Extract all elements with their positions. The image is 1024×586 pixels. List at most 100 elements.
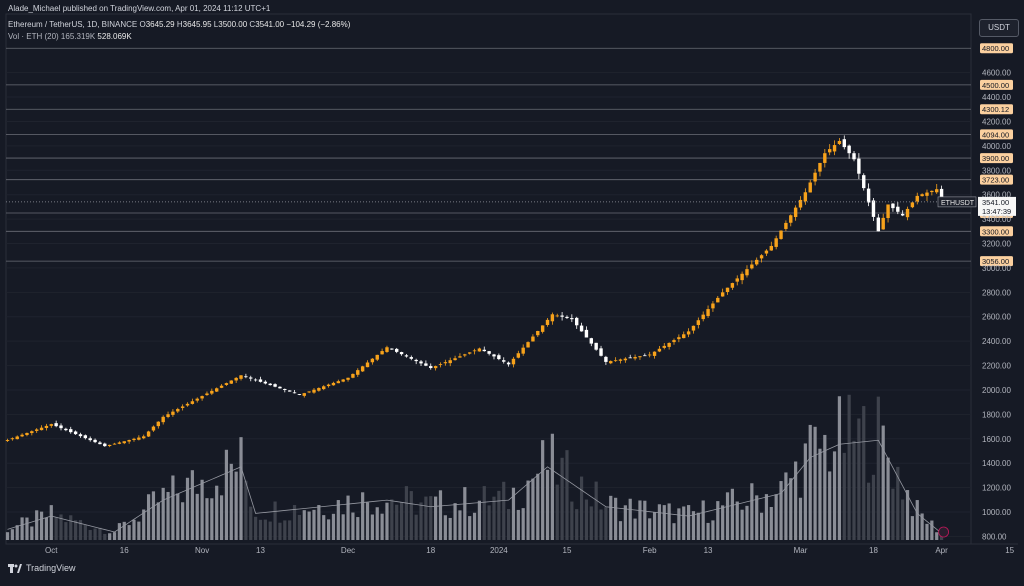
candle-body: [492, 354, 496, 357]
volume-bar: [905, 490, 910, 540]
candle-body: [827, 149, 832, 153]
volume-bar: [35, 510, 39, 540]
candle-body: [857, 158, 861, 174]
volume-bar: [511, 487, 516, 540]
candle-body: [905, 208, 910, 218]
volume-bar: [701, 500, 705, 540]
volume-bar: [764, 494, 769, 540]
volume-bar: [472, 512, 477, 540]
volume-bar: [171, 475, 175, 540]
candle-body: [234, 377, 238, 381]
volume-bar: [429, 496, 433, 540]
footer-brand[interactable]: TradingView: [8, 563, 76, 573]
volume-bar: [769, 506, 773, 540]
volume-bar: [589, 506, 593, 540]
candle-body: [565, 316, 569, 318]
candle-body: [808, 182, 812, 193]
candle-body: [487, 351, 491, 354]
volume-bar: [49, 505, 53, 540]
volume-bar: [794, 461, 798, 540]
volume-bar: [229, 463, 233, 540]
candle-body: [847, 145, 851, 154]
candle-body: [273, 384, 277, 387]
volume-bar: [254, 516, 258, 540]
volume-bar: [297, 514, 301, 540]
volume-bar: [404, 486, 409, 540]
candle-body: [935, 189, 939, 193]
volume-bar: [74, 520, 78, 540]
candle-body: [536, 330, 540, 336]
footer-brand-label: TradingView: [26, 563, 76, 573]
candle-body: [521, 347, 525, 354]
volume-bar: [745, 505, 749, 540]
candle-body: [214, 388, 219, 392]
x-tick-label: 18: [426, 546, 435, 555]
volume-bar: [443, 515, 447, 540]
level-box: [980, 226, 1013, 237]
volume-bar: [205, 498, 209, 540]
candle-body: [5, 440, 10, 441]
volume-bar: [219, 495, 224, 540]
candle-body: [287, 390, 292, 392]
candle-body: [604, 356, 608, 362]
candle-body: [200, 396, 204, 399]
candle-body: [365, 362, 370, 368]
x-tick-label: 15: [1005, 546, 1014, 555]
candle-body: [360, 366, 365, 372]
flash-icon: [938, 526, 949, 538]
y-tick-label: 1600.00: [982, 435, 1011, 444]
candle-body: [472, 350, 477, 352]
volume-bar: [375, 507, 379, 540]
candle-body: [122, 441, 126, 444]
candle-body: [249, 377, 253, 379]
volume-bar: [434, 496, 438, 540]
volume-bar: [346, 495, 350, 540]
candle-body: [740, 273, 744, 281]
volume-bar: [682, 506, 686, 540]
candle-body: [297, 394, 302, 395]
volume-bar: [185, 477, 190, 540]
volume-bar: [560, 457, 564, 540]
candle-body: [239, 375, 243, 379]
volume-bar: [672, 523, 676, 540]
volume-bar: [39, 511, 44, 540]
candle-body: [44, 425, 49, 429]
candle-body: [540, 325, 545, 332]
candle-body: [900, 213, 905, 216]
candle-body: [380, 351, 384, 355]
candle-body: [852, 153, 856, 160]
volume-bar: [161, 487, 165, 540]
volume-bar: [112, 532, 117, 540]
volume-bar: [638, 500, 642, 540]
volume-bar: [132, 519, 136, 540]
candle-body: [570, 318, 574, 320]
volume-bar: [127, 525, 131, 540]
volume-bar: [453, 503, 457, 540]
volume-bar: [283, 520, 287, 540]
volume-bar: [380, 513, 384, 540]
volume-bar: [482, 486, 486, 540]
volume-bar: [83, 525, 87, 540]
candle-body: [589, 338, 593, 344]
candle-body: [755, 259, 759, 265]
volume-bar: [735, 501, 739, 540]
volume-bar: [302, 510, 306, 540]
level-label: 3900.00: [982, 154, 1009, 163]
x-tick-label: 13: [256, 546, 265, 555]
candle-body: [137, 437, 141, 440]
candle-body: [467, 352, 472, 354]
volume-bar: [614, 497, 618, 540]
candle-body: [720, 292, 725, 297]
candle-body: [793, 207, 798, 218]
level-label: 4094.00: [982, 130, 1009, 139]
volume-bar: [667, 503, 671, 540]
volume-bar: [789, 478, 793, 540]
volume-bar: [847, 394, 851, 540]
candle-body: [54, 423, 58, 427]
currency-selector-button[interactable]: USDT: [979, 19, 1019, 37]
volume-line: Vol · ETH (20) 165.319K 528.069K: [8, 32, 132, 41]
volume-bar: [857, 418, 861, 540]
candle-body: [142, 436, 146, 439]
